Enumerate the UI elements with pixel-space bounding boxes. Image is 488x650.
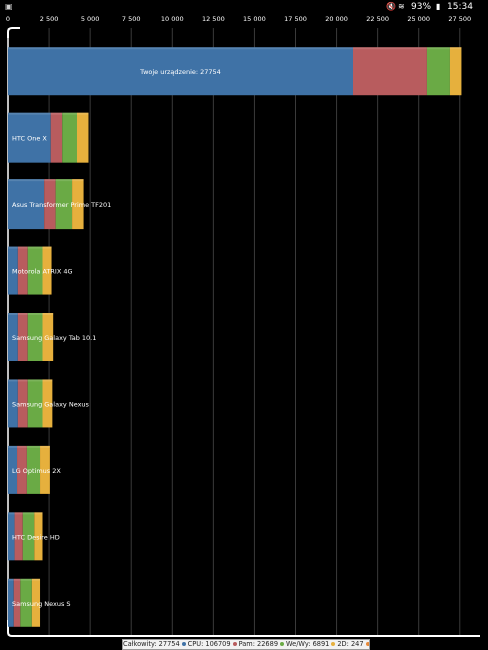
bar-segment [34, 512, 43, 561]
bar-label: Samsung Nexus S [12, 600, 71, 608]
bar-highlight [8, 512, 43, 515]
x-tick-label: 15 000 [243, 15, 266, 23]
bar-label: Samsung Galaxy Nexus [12, 400, 90, 408]
bar-segment [55, 179, 73, 230]
bar-segment [17, 445, 27, 494]
app-notification-icon: ▣ [5, 2, 13, 11]
x-tick-label: 7 500 [122, 15, 141, 23]
x-tick-label: 27 500 [448, 15, 471, 23]
bar-segment [17, 379, 28, 428]
legend-dot [232, 641, 237, 646]
bar-segment [8, 179, 45, 230]
x-tick-label: 17 500 [284, 15, 307, 23]
battery-icon: ▮ [436, 2, 441, 11]
bar-segment [8, 578, 14, 627]
bar-segment [44, 179, 56, 230]
bar-highlight [8, 47, 462, 50]
legend-dot [280, 641, 285, 646]
bar-label: LG Optimus 2X [12, 467, 61, 475]
bar-highlight [8, 445, 50, 448]
legend-dot [331, 641, 336, 646]
footer-segment: 2D: 247 [337, 640, 364, 648]
bar-label: HTC Desire HD [12, 533, 60, 541]
x-tick-label: 10 000 [161, 15, 184, 23]
bar-highlight [8, 379, 53, 382]
x-tick-label: 0 [6, 15, 10, 23]
bar-highlight [8, 578, 41, 581]
x-tick-label: 20 000 [325, 15, 348, 23]
bar-label: Motorola ATRIX 4G [12, 268, 73, 276]
legend-dot [365, 641, 369, 646]
battery-percent: 93% [411, 2, 432, 12]
mute-icon: 🔇 [386, 2, 396, 11]
bar-segment [72, 179, 84, 230]
bar-label: Twoje urządzenie: 27754 [139, 68, 221, 76]
bar-segment [31, 578, 41, 627]
bar-segment [8, 379, 18, 428]
bar-segment [17, 313, 28, 361]
bar-highlight [8, 179, 84, 182]
bar-segment [8, 246, 18, 295]
axis-corner-bottom [7, 620, 480, 637]
wifi-icon: ≋ [398, 2, 405, 11]
bar-segment [426, 47, 450, 96]
bar-segment [26, 445, 41, 494]
bar-segment [17, 246, 28, 295]
footer-segment: Całkowity: 27754 [123, 640, 180, 648]
bar-segment [20, 578, 32, 627]
legend-dot [181, 641, 186, 646]
bar-segment [27, 313, 43, 361]
bar-segment [449, 47, 462, 96]
bar-segment [50, 112, 63, 163]
bar-label: HTC One X [12, 135, 47, 143]
x-tick-label: 25 000 [407, 15, 430, 23]
bar-segment [8, 445, 18, 494]
x-tick-label: 22 500 [366, 15, 389, 23]
axis-corner-top [7, 27, 20, 38]
bar-segment [8, 313, 18, 361]
bar-segment [22, 512, 35, 561]
bar-highlight [8, 112, 89, 115]
bar-segment [42, 379, 53, 428]
bar-highlight [8, 313, 54, 315]
bar-segment [62, 112, 77, 163]
clock: 15:34 [447, 2, 473, 12]
bar-highlight [8, 246, 52, 249]
x-tick-label: 2 500 [40, 15, 59, 23]
bar-segment [14, 512, 23, 561]
bar-segment [8, 512, 15, 561]
x-tick-label: 12 500 [202, 15, 225, 23]
bar-segment [27, 246, 43, 295]
summary-footer: Całkowity: 27754 CPU: 106709 Pam: 22689 We/… [122, 639, 370, 650]
footer-segment: We/Wy: 6891 [286, 640, 330, 648]
bar-segment [8, 47, 353, 96]
x-tick-label: 5 000 [81, 15, 100, 23]
footer-segment: Pam: 22689 [238, 640, 279, 648]
bar-segment [77, 112, 89, 163]
bar-segment [42, 246, 52, 295]
bar-segment [353, 47, 427, 96]
bar-label: Samsung Galaxy Tab 10.1 [12, 334, 96, 342]
bar-segment [27, 379, 43, 428]
bar-segment [13, 578, 21, 627]
bar-label: Asus Transformer Prime TF201 [12, 201, 111, 209]
bar-segment [42, 313, 54, 361]
footer-segment: CPU: 106709 [187, 640, 231, 648]
bar-segment [8, 112, 51, 163]
bar-segment [40, 445, 50, 494]
status-bar: ▣ 🔇 ≋ 93% ▮ 15:34 [0, 0, 488, 14]
